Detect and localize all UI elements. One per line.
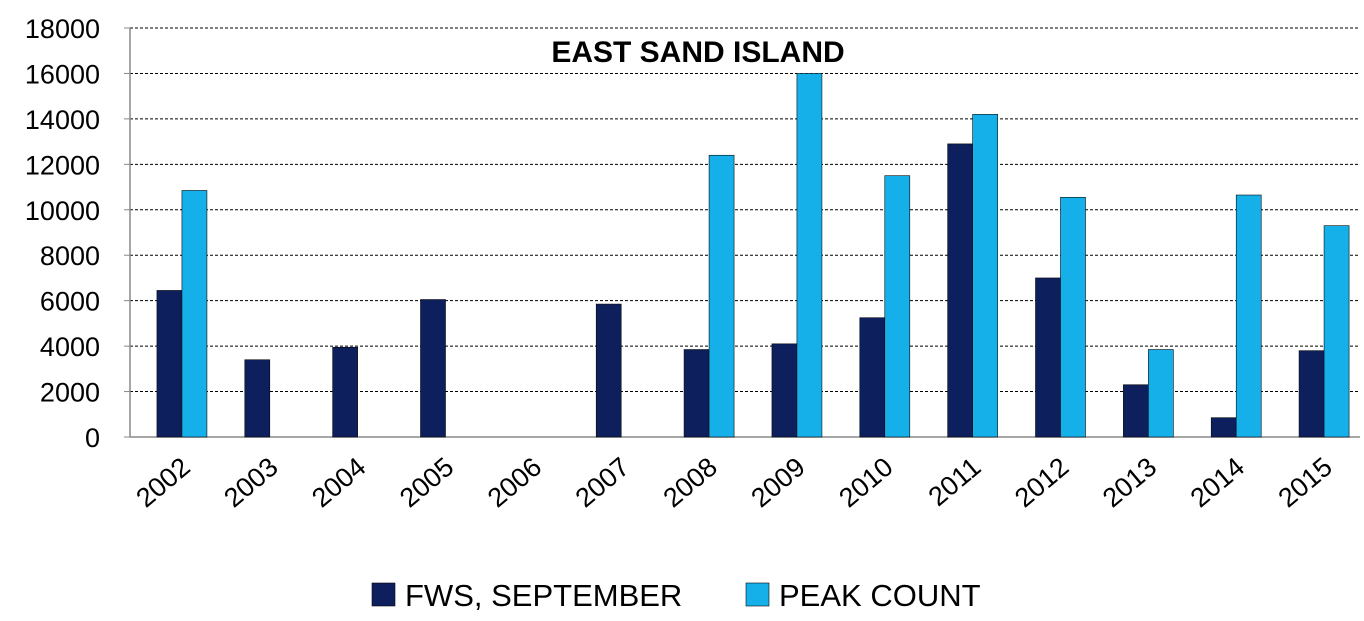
y-tick-label: 18000 [25,14,100,44]
x-tick-label: 2002 [130,452,195,514]
y-tick-label: 6000 [40,287,100,317]
chart-title: EAST SAND ISLAND [551,36,844,69]
axes [124,27,1360,438]
x-tick-labels: 2002 2003 2004 2005 2006 2007 2008 2009 2010 2011… [130,452,1337,514]
peak-count-bar-2009 [796,73,823,438]
peak-count-bar-2014 [1235,194,1262,438]
x-tick-label: 2008 [658,452,723,514]
fws-september-bar-2002 [156,290,183,438]
fws-september-bar-2013 [1123,384,1149,438]
fws-september-bar-2007 [595,303,622,438]
y-tick-label: 0 [85,423,100,453]
x-tick-label: 2009 [745,452,810,514]
peak-count-bar-2002 [181,190,208,438]
x-tick-label: 2012 [1009,452,1074,514]
peak-count-bar-2013 [1148,349,1174,438]
fws-september-bar-2014 [1210,417,1237,438]
y-tick-label: 12000 [25,150,100,180]
fws-september-bar-2010 [859,317,886,438]
x-tick-label: 2011 [923,452,987,512]
x-tick-label: 2010 [833,452,898,514]
fws-september-bar-2003 [244,359,271,438]
fws-september-bar-2012 [1035,277,1061,438]
legend-label: PEAK COUNT [779,578,981,613]
y-tick-label: 2000 [40,378,100,408]
fws-september-bar-2015 [1298,350,1325,438]
peak-count-bar-2011 [972,114,998,438]
x-tick-label: 2013 [1097,452,1162,514]
fws-september-bar-2004 [332,346,358,438]
legend-swatch [371,582,396,607]
legend-label: FWS, SEPTEMBER [405,578,682,613]
x-tick-label: 2014 [1185,452,1250,514]
y-tick-labels: 0 2000 4000 6000 8000 10000 12000 14000 16000 180… [25,14,100,453]
x-tick-label: 2006 [482,452,547,514]
y-tick-label: 10000 [25,196,100,226]
x-tick-label: 2004 [306,452,371,514]
y-tick-label: 8000 [40,241,100,271]
x-tick-label: 2005 [394,452,459,514]
fws-september-bar-2009 [771,343,798,438]
fws-september-bar-2008 [683,349,710,438]
y-tick-label: 14000 [25,105,100,135]
legend-swatch [745,582,770,607]
fws-september-bar-2011 [947,143,973,438]
y-tick-label: 4000 [40,332,100,362]
gridlines [130,27,1360,393]
peak-count-bar-2008 [708,154,735,438]
peak-count-bar-2015 [1323,225,1350,438]
fws-september-bar-2005 [420,299,446,438]
x-tick-label: 2007 [570,452,635,514]
peak-count-bar-2010 [884,175,911,438]
bars [156,73,1350,438]
x-tick-label: 2003 [218,452,283,514]
y-tick-label: 16000 [25,59,100,89]
legend: FWS, SEPTEMBER PEAK COUNT [371,578,981,613]
x-tick-label: 2015 [1273,452,1338,514]
peak-count-bar-2012 [1060,196,1086,438]
